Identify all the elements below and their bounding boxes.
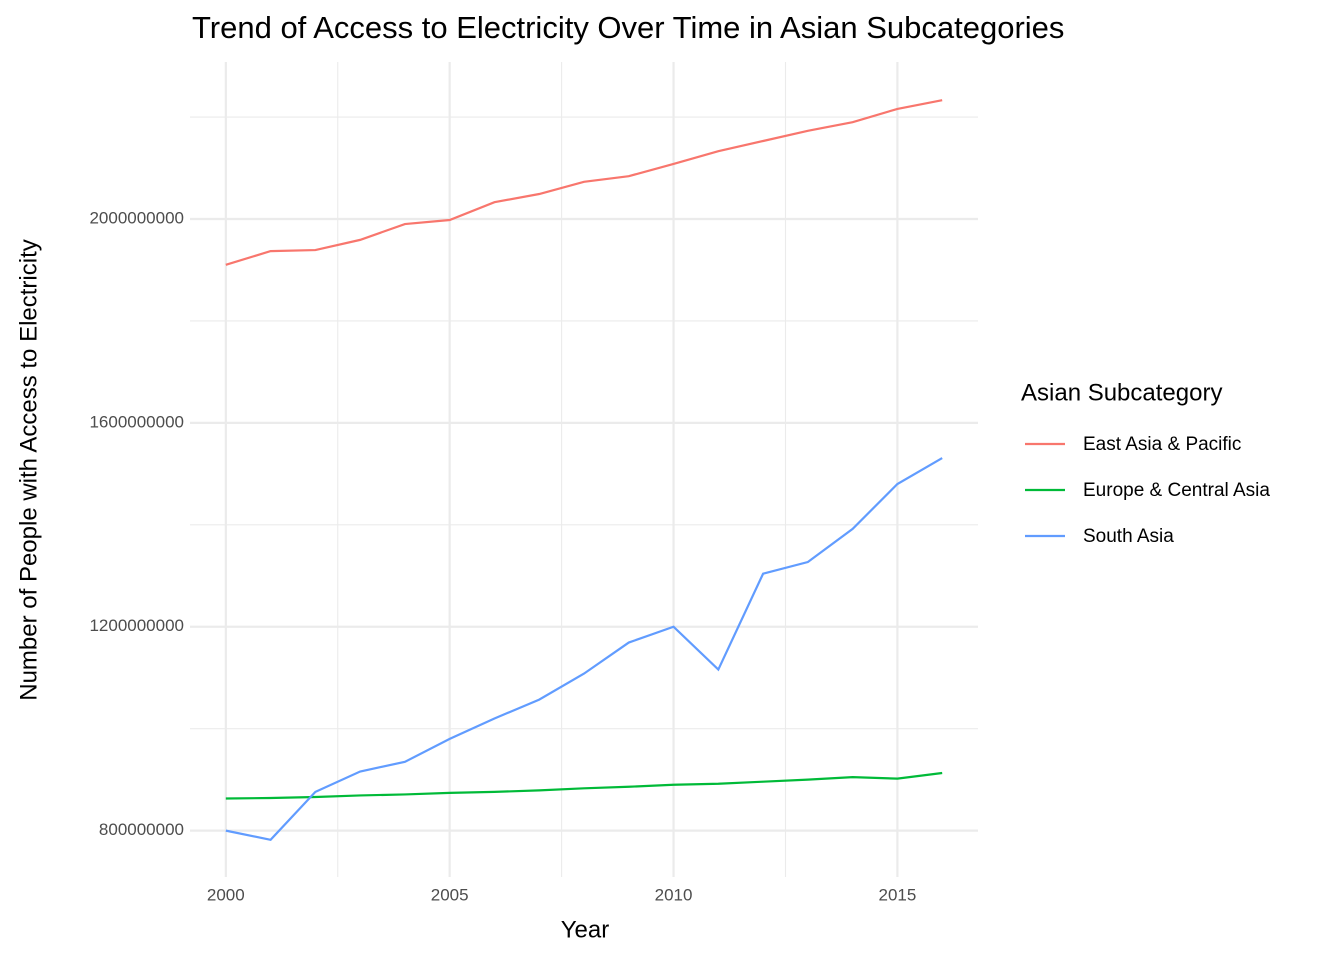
y-tick-label: 1600000000 <box>89 412 184 431</box>
x-axis-title: Year <box>561 916 610 943</box>
legend-label: East Asia & Pacific <box>1083 434 1241 455</box>
legend-label: South Asia <box>1083 526 1174 547</box>
y-tick-label: 2000000000 <box>89 208 184 227</box>
lines <box>225 99 943 841</box>
y-axis-title: Number of People with Access to Electric… <box>15 239 42 701</box>
legend-title: Asian Subcategory <box>1021 379 1222 406</box>
chart-title: Trend of Access to Electricity Over Time… <box>192 10 1064 45</box>
series-line <box>225 771 943 800</box>
x-tick-label: 2005 <box>431 885 469 904</box>
grid <box>190 62 978 877</box>
x-tick-label: 2010 <box>655 885 693 904</box>
legend-label: Europe & Central Asia <box>1083 480 1270 501</box>
y-tick-label: 1200000000 <box>89 616 184 635</box>
x-tick-label: 2015 <box>878 885 916 904</box>
y-tick-label: 800000000 <box>99 820 184 839</box>
series-line <box>225 99 943 266</box>
series-line <box>225 457 943 841</box>
x-tick-label: 2000 <box>207 885 245 904</box>
